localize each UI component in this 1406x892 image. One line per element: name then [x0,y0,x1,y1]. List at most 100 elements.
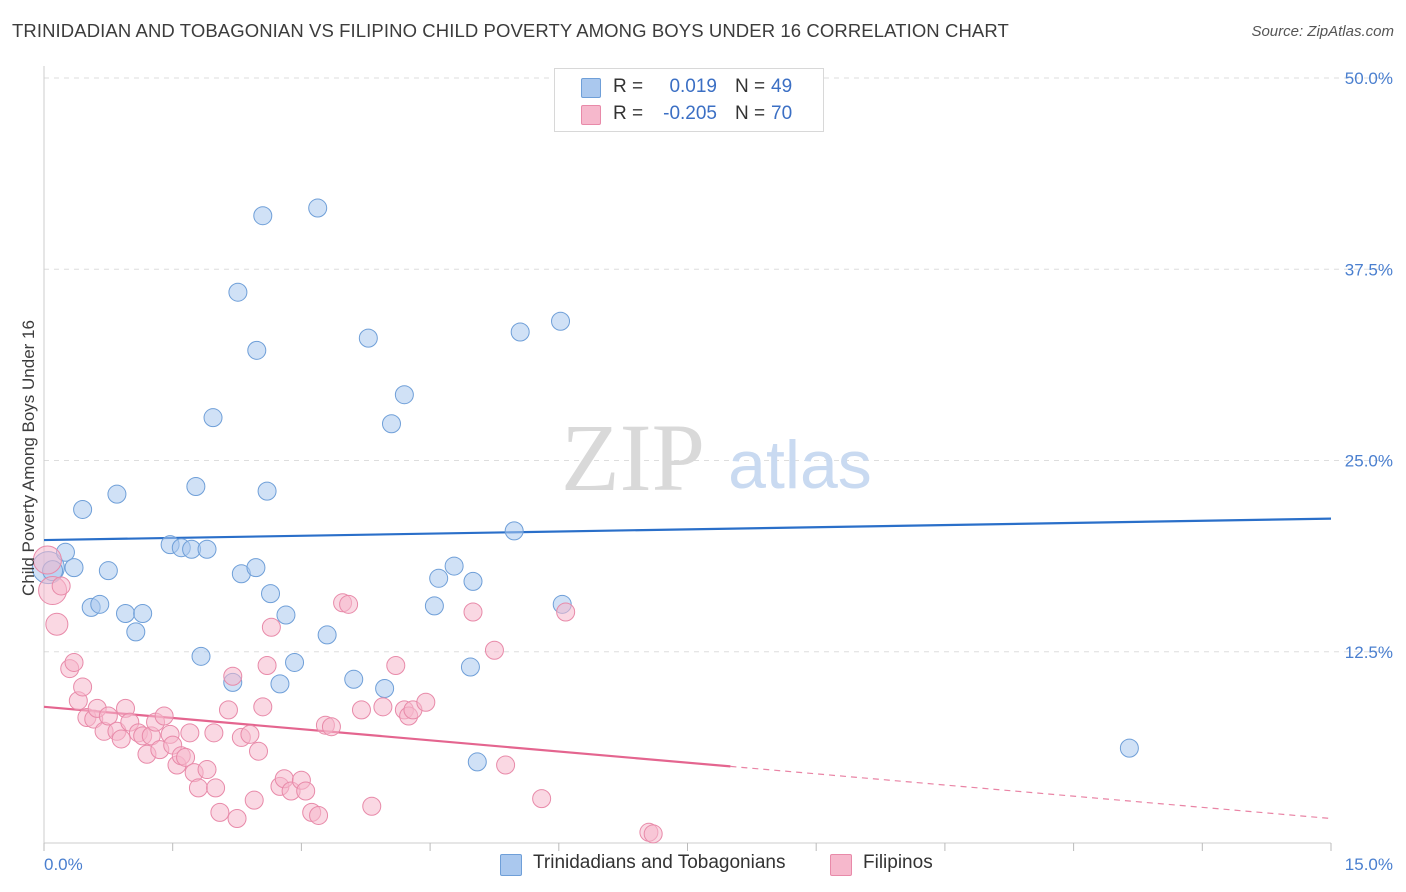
filipino-point [261,617,281,637]
filipino-point [64,652,84,672]
trinidadian-point [270,674,290,694]
filipino-point [249,741,268,761]
trinidadian-point [460,657,480,677]
legend-swatch-pink [581,105,601,125]
legend-swatch-blue [581,78,601,98]
trinidadian-point [90,594,110,614]
trinidadian-point [1119,738,1139,758]
legend-r-value: 0.019 [669,76,717,97]
filipino-point [257,656,277,676]
trinidadian-point [381,414,401,434]
bottom-legend-swatch-blue [500,854,522,876]
trinidadian-point [228,282,248,302]
legend-n-label: N = [735,103,766,124]
trinidadian-point [394,385,414,405]
y-tick-label: 12.5% [1345,643,1393,662]
correlation-legend: R = 0.019 N = 49 R = -0.205 N = 70 [554,68,824,132]
legend-n-value: 49 [771,76,793,97]
filipino-point [643,824,663,844]
trinidadian-point [261,584,281,604]
filipino-point [386,656,406,676]
trinidadian-point [444,556,464,576]
filipino-point [176,747,196,767]
legend-r-label: R = [613,103,644,124]
filipino-point [556,602,576,622]
filipino-point [351,700,371,720]
trinidadian-point [358,328,378,348]
filipino-point [416,692,436,712]
filipino-point [218,700,238,720]
gridlines [44,77,1393,653]
trinidadian-point [116,604,136,623]
filipino-point [154,706,174,726]
filipino-point [362,796,382,816]
trinidadian-point [253,206,273,226]
bottom-legend-label: Trinidadians and Tobagonians [533,852,786,873]
trinidadian-trend-line [43,517,1332,542]
filipino-point [321,717,341,737]
watermark-zip: ZIP [561,404,705,511]
y-tick-label: 50.0% [1345,69,1393,88]
y-tick-label: 25.0% [1345,452,1393,471]
bottom-legend-label: Filipinos [863,852,933,873]
trinidadian-point [64,558,84,578]
trinidadian-point [247,340,267,360]
filipino-point [463,602,483,622]
source-label: Source: ZipAtlas.com [1251,23,1394,40]
filipino-point [296,781,316,801]
filipino-point [32,545,62,575]
filipino-point [98,706,118,726]
trinidadian-point [308,198,328,218]
filipino-point [496,755,516,775]
x-tick-label: 0.0% [44,855,83,874]
axes [43,66,1332,851]
trinidadian-point [317,625,337,645]
chart-title: TRINIDADIAN AND TOBAGONIAN VS FILIPINO C… [12,20,1009,41]
filipino-point [210,802,230,822]
filipino-point [253,697,273,717]
trinidadian-point [197,539,217,559]
legend-n-label: N = [735,76,766,97]
filipino-point [227,809,247,829]
legend-row-filipino: R = -0.205 N = 70 [555,101,823,127]
filipino-point [240,724,260,744]
trinidadian-point [133,604,153,623]
trinidadian-point [344,669,364,689]
filipino-point [223,666,243,686]
trinidadian-point [246,558,266,578]
trinidadian-point [467,752,487,772]
trinidadian-point [186,477,206,497]
trinidadian-point [504,521,524,541]
filipino-point [180,723,200,743]
trinidadian-point [429,568,449,588]
tick-labels: 12.5% 25.0% 37.5% 50.0% 0.0% 15.0% [44,69,1393,874]
watermark-atlas: atlas [728,427,872,503]
trinidadian-point [510,322,530,342]
trinidadian-point [73,499,93,519]
trinidadian-point [551,311,571,331]
filipino-point [188,778,208,798]
filipino-point [111,729,131,749]
filipino-point [206,778,226,798]
filipino-point [244,790,264,810]
filipino-point [45,612,69,636]
data-points [31,99,1139,844]
filipino-point [309,805,329,825]
trinidadian-point [463,571,483,591]
legend-row-trinidadian: R = 0.019 N = 49 [555,74,823,100]
legend-r-label: R = [613,76,644,97]
filipino-point [197,760,217,780]
filipino-point [339,594,359,614]
trinidadian-point [126,622,146,642]
filipino-point [532,789,552,809]
trinidadian-point [191,646,211,666]
trinidadian-point [424,596,444,616]
trinidadian-point [285,652,305,672]
trinidadian-point [257,481,277,501]
trinidadian-point [98,561,118,581]
trinidadian-point [203,408,223,428]
filipino-point [484,640,504,660]
watermark: ZIP atlas [561,404,872,511]
bottom-legend-swatch-pink [830,854,852,876]
